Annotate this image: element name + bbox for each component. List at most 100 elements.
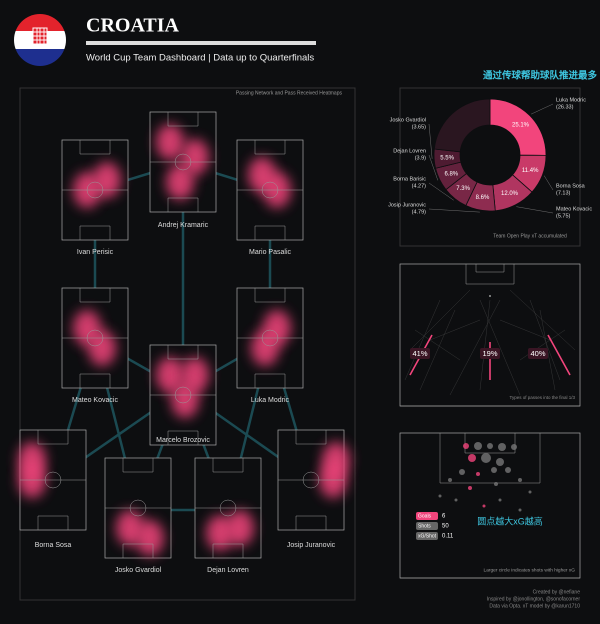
- player-name: Josip Juranovic: [287, 542, 336, 549]
- shot-dot: [438, 494, 442, 498]
- shot-dot: [476, 472, 480, 476]
- legend-value: 50: [442, 524, 449, 530]
- leader: [516, 206, 554, 214]
- network-panel: [19, 87, 356, 601]
- pass-type-box: [528, 348, 548, 359]
- segment-label: 5.5%: [440, 155, 454, 161]
- donut-title: 通过传球帮助球队推进最多: [483, 70, 598, 82]
- player-name: Luka Modric: [251, 397, 290, 404]
- shot-dot: [463, 443, 469, 449]
- player-name: Josko Gvardiol: [115, 567, 162, 574]
- legend-chip: [416, 532, 438, 540]
- flag: [14, 14, 66, 66]
- legend-name: Luka Modric: [556, 97, 586, 103]
- shot-dot: [448, 478, 452, 482]
- pitch-lines: [237, 140, 303, 240]
- center-circle: [261, 329, 279, 347]
- heat-blob: [322, 442, 350, 478]
- legend-xt: (4.79): [412, 209, 427, 215]
- legend-xt: (5.75): [556, 213, 571, 219]
- shot-dot: [518, 508, 522, 512]
- center-circle: [302, 471, 320, 489]
- leader: [428, 123, 433, 159]
- network-title: Passing Network and Pass Received Heatma…: [236, 90, 343, 96]
- shot-note: 圆点越大xG越高: [477, 515, 543, 526]
- legend-chip: [416, 522, 438, 530]
- pitch-lines: [237, 288, 303, 388]
- shot-dot: [505, 467, 511, 473]
- shot-dot: [494, 482, 498, 486]
- center-circle: [174, 153, 192, 171]
- pass-links: [51, 161, 313, 512]
- shot-dot: [518, 478, 522, 482]
- pass-type-box: [410, 348, 430, 359]
- center-circle: [44, 471, 62, 489]
- shot-dot: [468, 454, 476, 462]
- pitch-lines: [105, 458, 171, 558]
- credit: Inspired by @jonollington, @sonofacorner: [487, 596, 581, 602]
- player-name: Andrej Kramaric: [158, 222, 209, 229]
- credit: Data via Opta. xT model by @karun1710: [489, 603, 580, 609]
- shot-dot: [459, 469, 465, 475]
- heat-blob: [88, 330, 116, 366]
- segment-label: 8.6%: [476, 195, 490, 201]
- pass-type-box: [480, 348, 500, 359]
- subtitle: World Cup Team Dashboard | Data up to Qu…: [86, 53, 314, 64]
- heat-blob: [171, 382, 199, 418]
- pitch-lines: [150, 345, 216, 445]
- legend-xt: (4.27): [412, 183, 427, 189]
- heat-blob: [166, 164, 194, 200]
- pass-type-label: 41%: [412, 349, 427, 358]
- segment-label: 7.3%: [456, 186, 470, 192]
- pass-type-label: 40%: [530, 349, 545, 358]
- heat-blob: [156, 124, 184, 160]
- heat-blob: [136, 520, 164, 556]
- legend-value: 6: [442, 514, 446, 520]
- legend-name: Borna Sosa: [556, 183, 586, 189]
- segment-label: 12.0%: [501, 191, 519, 197]
- shot-dot: [481, 453, 491, 463]
- player-name: Mario Pasalic: [249, 249, 292, 256]
- leader: [544, 175, 554, 191]
- leader: [531, 103, 554, 115]
- title: CROATIA: [86, 15, 180, 37]
- donut-caption: Team Open Play xT accumulated: [493, 233, 567, 239]
- legend-value: 0.11: [442, 534, 454, 540]
- player-name: Dejan Lovren: [207, 567, 249, 574]
- shot-dot: [498, 443, 506, 451]
- leader: [428, 208, 480, 213]
- donut-panel: [399, 87, 581, 247]
- shot-dots: [438, 442, 532, 512]
- player-name: Borna Sosa: [35, 542, 72, 549]
- shot-dot: [482, 504, 486, 508]
- shot-dot: [491, 467, 497, 473]
- pitch-lines: [62, 140, 128, 240]
- center-circle: [261, 181, 279, 199]
- segment-label: 11.4%: [522, 168, 539, 174]
- pitch-lines: [278, 430, 344, 530]
- pass-type-label: 19%: [482, 349, 497, 358]
- shot-dot: [498, 498, 502, 502]
- legend-name: Borna Barisic: [393, 176, 426, 182]
- center-circle: [86, 329, 104, 347]
- legend-name: Mateo Kovacic: [556, 206, 592, 212]
- shot-dot: [511, 444, 517, 450]
- center-circle: [129, 499, 147, 517]
- legend-label: xG/Shot: [418, 533, 437, 539]
- legend-xt: (26.33): [556, 104, 574, 110]
- shot-dot: [528, 490, 532, 494]
- spot: [489, 295, 491, 297]
- heat-blob: [181, 139, 209, 175]
- center-circle: [174, 386, 192, 404]
- shot-dot: [487, 443, 493, 449]
- heat-blob: [93, 162, 121, 198]
- segment-label: 6.8%: [444, 171, 458, 177]
- center-circle: [86, 181, 104, 199]
- pitch-lines: [400, 433, 580, 579]
- pass-caption: Types of passes into the final 1/3: [509, 395, 575, 400]
- center-circle: [219, 499, 237, 517]
- shot-dot: [496, 458, 504, 466]
- heat-blob: [251, 330, 279, 366]
- leader: [428, 154, 439, 181]
